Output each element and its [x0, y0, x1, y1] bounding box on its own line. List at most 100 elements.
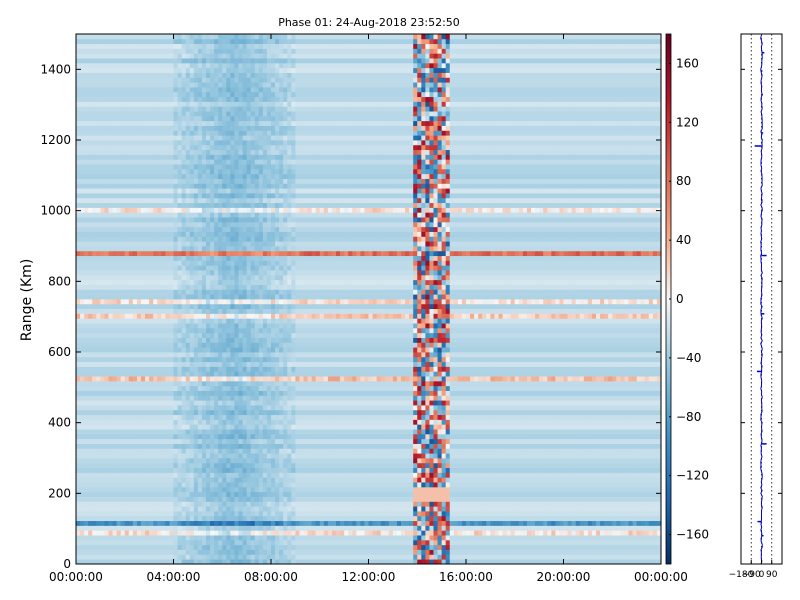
heatmap-cell	[649, 482, 653, 487]
heatmap-cell	[92, 545, 96, 550]
heatmap-cell	[316, 463, 320, 468]
heatmap-cell	[559, 492, 563, 497]
heatmap-cell	[454, 419, 458, 424]
heatmap-cell	[458, 492, 462, 497]
heatmap-cell	[494, 492, 498, 497]
heatmap-cell	[588, 497, 592, 502]
heatmap-cell	[299, 521, 303, 526]
heatmap-cell	[80, 482, 84, 487]
heatmap-cell	[434, 501, 438, 506]
heatmap-cell	[446, 497, 450, 502]
heatmap-cell	[161, 492, 165, 497]
heatmap-cell	[88, 415, 92, 420]
heatmap-cell	[243, 554, 247, 559]
heatmap-cell	[490, 535, 494, 540]
heatmap-cell	[206, 545, 210, 550]
heatmap-cell	[230, 458, 234, 463]
heatmap-cell	[84, 492, 88, 497]
heatmap-cell	[129, 458, 133, 463]
heatmap-cell	[592, 554, 596, 559]
heatmap-cell	[547, 429, 551, 434]
heatmap-cell	[263, 453, 267, 458]
heatmap-cell	[653, 550, 657, 555]
heatmap-cell	[230, 516, 234, 521]
heatmap-cell	[312, 492, 316, 497]
heatmap-cell	[129, 472, 133, 477]
heatmap-cell	[190, 405, 194, 410]
heatmap-cell	[515, 540, 519, 545]
heatmap-cell	[129, 545, 133, 550]
heatmap-cell	[340, 463, 344, 468]
heatmap-cell	[633, 448, 637, 453]
heatmap-cell	[381, 550, 385, 555]
heatmap-cell	[145, 482, 149, 487]
heatmap-cell	[76, 482, 80, 487]
heatmap-cell	[434, 395, 438, 400]
heatmap-cell	[515, 405, 519, 410]
heatmap-cell	[511, 506, 515, 511]
heatmap-cell	[206, 400, 210, 405]
heatmap-cell	[409, 448, 413, 453]
heatmap-cell	[234, 506, 238, 511]
heatmap-cell	[104, 492, 108, 497]
heatmap-cell	[649, 501, 653, 506]
heatmap-cell	[458, 444, 462, 449]
heatmap-cell	[121, 506, 125, 511]
heatmap-cell	[328, 444, 332, 449]
heatmap-cell	[389, 463, 393, 468]
heatmap-cell	[543, 448, 547, 453]
heatmap-cell	[186, 516, 190, 521]
heatmap-cell	[507, 463, 511, 468]
heatmap-cell	[113, 545, 117, 550]
heatmap-cell	[214, 468, 218, 473]
heatmap-cell	[494, 424, 498, 429]
heatmap-cell	[117, 477, 121, 482]
heatmap-cell	[637, 545, 641, 550]
heatmap-cell	[539, 458, 543, 463]
heatmap-cell	[247, 463, 251, 468]
heatmap-cell	[389, 458, 393, 463]
heatmap-cell	[239, 535, 243, 540]
heatmap-cell	[413, 472, 417, 477]
heatmap-cell	[572, 501, 576, 506]
heatmap-cell	[360, 444, 364, 449]
heatmap-cell	[348, 439, 352, 444]
heatmap-cell	[543, 429, 547, 434]
heatmap-cell	[104, 511, 108, 516]
heatmap-cell	[653, 439, 657, 444]
heatmap-cell	[312, 521, 316, 526]
heatmap-cell	[214, 511, 218, 516]
heatmap-cell	[369, 424, 373, 429]
heatmap-cell	[555, 535, 559, 540]
heatmap-cell	[320, 448, 324, 453]
heatmap-cell	[637, 434, 641, 439]
heatmap-cell	[604, 453, 608, 458]
heatmap-cell	[653, 410, 657, 415]
heatmap-cell	[551, 429, 555, 434]
heatmap-cell	[295, 400, 299, 405]
heatmap-cell	[194, 429, 198, 434]
heatmap-cell	[251, 516, 255, 521]
heatmap-cell	[584, 415, 588, 420]
heatmap-cell	[421, 468, 425, 473]
heatmap-cell	[466, 458, 470, 463]
heatmap-cell	[645, 458, 649, 463]
heatmap-cell	[230, 410, 234, 415]
heatmap-cell	[96, 501, 100, 506]
heatmap-cell	[324, 516, 328, 521]
heatmap-cell	[137, 492, 141, 497]
heatmap-cell	[121, 458, 125, 463]
heatmap-cell	[364, 453, 368, 458]
heatmap-cell	[230, 405, 234, 410]
heatmap-cell	[336, 535, 340, 540]
heatmap-cell	[267, 525, 271, 530]
y-axis-label: Range (Km)	[19, 259, 35, 342]
heatmap-cell	[239, 487, 243, 492]
heatmap-cell	[194, 472, 198, 477]
heatmap-cell	[503, 492, 507, 497]
heatmap-cell	[165, 487, 169, 492]
heatmap-cell	[356, 535, 360, 540]
heatmap-cell	[588, 410, 592, 415]
heatmap-cell	[76, 429, 80, 434]
heatmap-cell	[234, 550, 238, 555]
